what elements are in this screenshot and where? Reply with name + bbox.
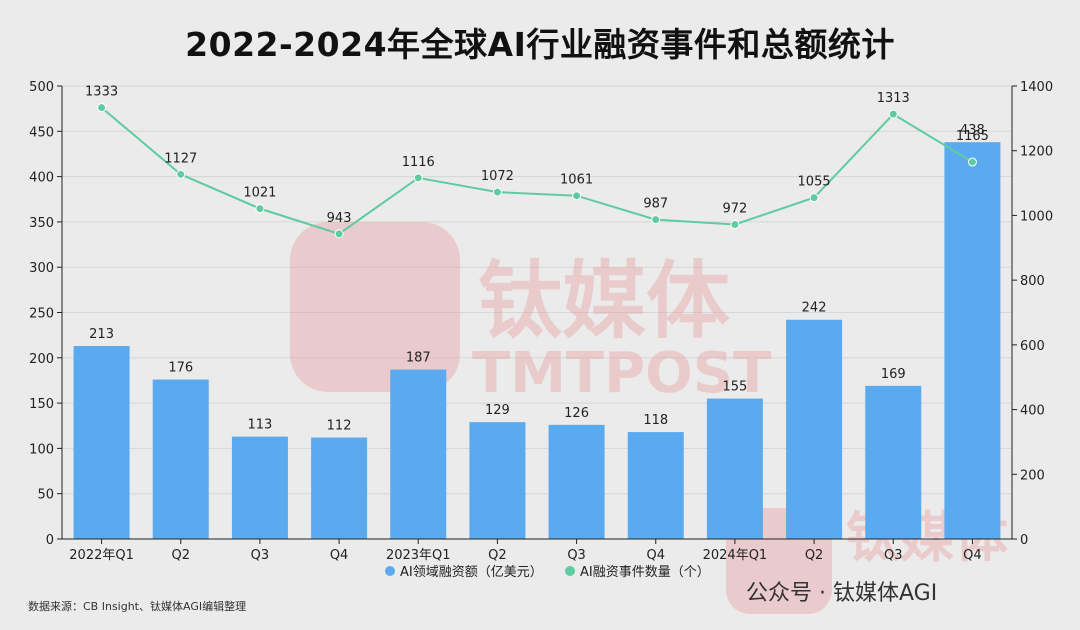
watermark-wechat-text: 公众号 · 钛媒体AGI <box>746 581 937 606</box>
x-tick-label-10: Q3 <box>884 548 903 563</box>
y-left-tick-label: 150 <box>29 397 54 412</box>
y-left-tick-label: 300 <box>29 261 54 276</box>
y-left-tick-label: 350 <box>29 216 54 231</box>
x-tick-label-4: 2023年Q1 <box>386 548 451 563</box>
x-tick-label-9: Q2 <box>805 548 824 563</box>
y-right-tick-label: 1000 <box>1020 209 1053 224</box>
x-tick-label-8: 2024年Q1 <box>703 548 768 563</box>
y-left-tick-label: 100 <box>29 442 54 457</box>
line-point-9 <box>809 193 819 203</box>
line-label-10: 1313 <box>877 91 910 106</box>
line-point-3 <box>334 229 344 239</box>
y-right-tick-label: 1400 <box>1020 80 1053 95</box>
bar-label-5: 129 <box>485 403 510 418</box>
y-left-tick-label: 200 <box>29 352 54 367</box>
line-label-1: 1127 <box>164 151 197 166</box>
bar-label-9: 242 <box>802 301 827 316</box>
axes: 0 50 100 150 200 250 300 350 400 450 500 0 200 400 600… <box>29 80 1053 563</box>
y-left-tick-label: 0 <box>46 533 54 548</box>
bar-8 <box>706 398 763 539</box>
bar-label-1: 176 <box>168 361 193 376</box>
x-tick-label-2: Q3 <box>251 548 270 563</box>
line-label-4: 1116 <box>402 155 435 170</box>
legend-label-line: AI融资事件数量（个） <box>580 565 710 580</box>
line-path <box>100 106 973 235</box>
bar-label-2: 113 <box>248 418 273 433</box>
y-right-tick-label: 200 <box>1020 468 1045 483</box>
x-tick-label-7: Q4 <box>646 548 665 563</box>
bar-label-11: 438 <box>960 123 985 138</box>
line-label-5: 1072 <box>481 169 514 184</box>
bar-label-0: 213 <box>89 327 114 342</box>
line-point-2 <box>255 204 265 214</box>
bar-series <box>73 142 1001 539</box>
x-tick-label-0: 2022年Q1 <box>69 548 134 563</box>
legend-swatch-line <box>565 566 575 576</box>
y-left-tick-label: 400 <box>29 171 54 186</box>
bar-9 <box>786 319 843 539</box>
bar-2 <box>231 436 288 539</box>
bar-1 <box>152 379 209 539</box>
watermark-brand-en: TMTPOST <box>472 341 771 406</box>
bar-0 <box>73 346 130 539</box>
grid-lines <box>62 85 1012 540</box>
bar-7 <box>627 432 684 539</box>
y-right-tick-label: 600 <box>1020 339 1045 354</box>
y-right-tick-label: 1200 <box>1020 145 1053 160</box>
bar-label-10: 169 <box>881 367 906 382</box>
watermark-logo <box>290 222 460 392</box>
line-point-1 <box>176 169 186 179</box>
bar-4 <box>390 369 447 539</box>
legend-swatch-bar <box>385 566 395 576</box>
line-point-8 <box>730 219 740 229</box>
x-tick-label-1: Q2 <box>171 548 190 563</box>
y-left-tick-label: 250 <box>29 307 54 322</box>
line-label-8: 972 <box>723 201 748 216</box>
x-tick-label-11: Q4 <box>963 548 982 563</box>
chart-title: 2022-2024年全球AI行业融资事件和总额统计 <box>185 25 895 64</box>
bar-label-7: 118 <box>643 413 668 428</box>
watermark-brand-cn: 钛媒体 <box>478 252 730 350</box>
bar-label-3: 112 <box>327 419 352 434</box>
data-labels: 213 176 113 112 187 129 126 118 155 242 169 438 1333… <box>85 85 989 434</box>
bar-6 <box>548 424 605 539</box>
bar-3 <box>311 437 368 539</box>
y-right-tick-label: 0 <box>1020 533 1028 548</box>
y-left-tick-label: 50 <box>37 488 54 503</box>
line-point-4 <box>413 173 423 183</box>
line-point-5 <box>492 187 502 197</box>
y-right-tick-label: 800 <box>1020 274 1045 289</box>
source-note: 数据来源：CB Insight、钛媒体AGI编辑整理 <box>28 600 247 613</box>
bar-label-8: 155 <box>723 380 748 395</box>
y-left-tick-label: 450 <box>29 125 54 140</box>
line-label-6: 1061 <box>560 173 593 188</box>
line-label-7: 987 <box>643 197 668 212</box>
y-left-tick-label: 500 <box>29 80 54 95</box>
line-label-3: 943 <box>327 211 352 226</box>
line-label-9: 1055 <box>798 175 831 190</box>
y-right-tick-label: 400 <box>1020 404 1045 419</box>
line-label-11: 1165 <box>956 129 989 144</box>
line-label-2: 1021 <box>243 186 276 201</box>
bar-10 <box>865 385 922 539</box>
bar-5 <box>469 422 526 539</box>
x-tick-label-3: Q4 <box>330 548 349 563</box>
line-point-6 <box>572 191 582 201</box>
line-label-0: 1333 <box>85 85 118 100</box>
line-point-0 <box>97 103 107 113</box>
bar-11 <box>944 142 1001 539</box>
bar-label-6: 126 <box>564 406 589 421</box>
line-series <box>97 103 977 239</box>
line-point-7 <box>651 215 661 225</box>
legend: AI领域融资额（亿美元） AI融资事件数量（个） <box>385 565 710 580</box>
legend-label-bar: AI领域融资额（亿美元） <box>400 565 543 580</box>
line-point-10 <box>888 109 898 119</box>
x-tick-label-5: Q2 <box>488 548 507 563</box>
bar-label-4: 187 <box>406 351 431 366</box>
x-tick-label-6: Q3 <box>567 548 586 563</box>
line-point-11 <box>967 157 977 167</box>
